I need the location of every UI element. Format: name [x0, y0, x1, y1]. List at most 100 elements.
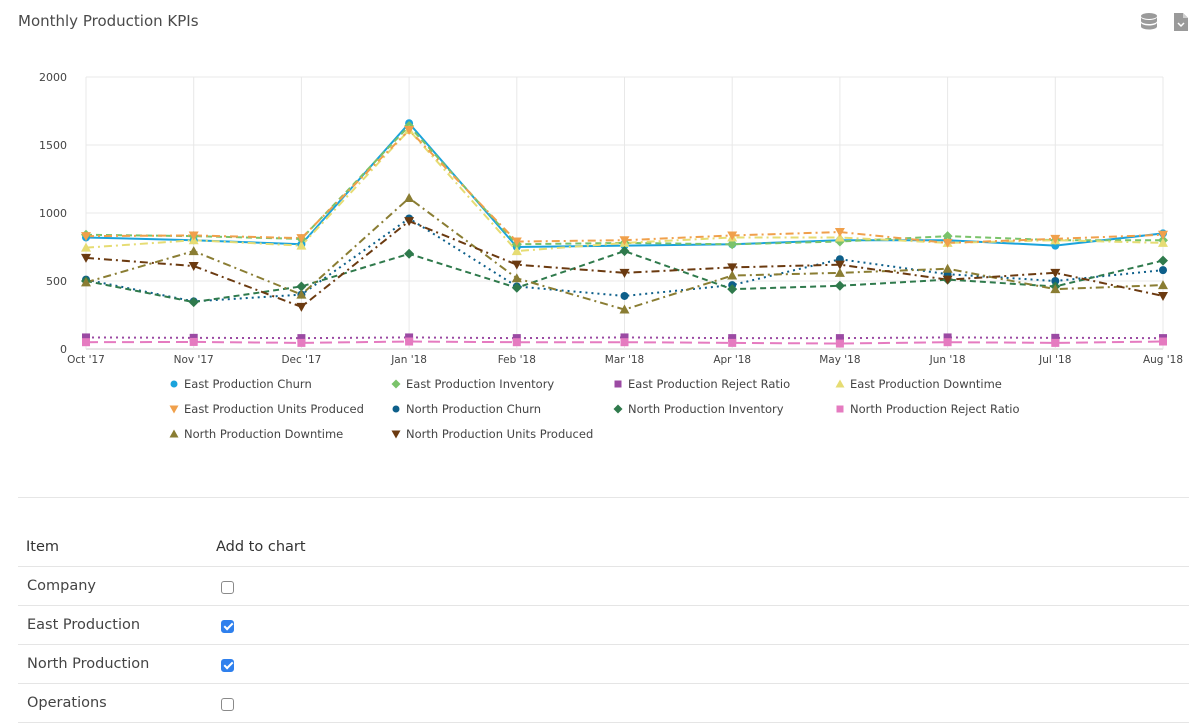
data-point	[81, 232, 91, 242]
legend-label: East Production Inventory	[406, 377, 554, 391]
legend-marker	[169, 405, 179, 414]
legend-marker	[170, 380, 178, 388]
data-point	[620, 291, 629, 300]
legend-label: East Production Reject Ratio	[628, 377, 790, 391]
x-tick-label: Dec '17	[281, 354, 321, 366]
x-tick-label: Nov '17	[174, 354, 214, 366]
add-to-chart-checkbox[interactable]	[221, 580, 234, 594]
data-point	[727, 231, 738, 241]
data-point	[296, 281, 307, 292]
data-point	[296, 240, 307, 250]
table-row: East Production	[18, 605, 1189, 645]
table-row: Operations	[18, 683, 1189, 723]
legend-marker	[392, 405, 400, 413]
data-point	[942, 275, 953, 285]
data-point	[942, 238, 953, 248]
data-point	[81, 242, 91, 252]
data-point	[834, 228, 845, 238]
data-point	[942, 263, 953, 273]
data-point	[943, 338, 952, 347]
data-point	[512, 334, 521, 343]
x-tick-label: Aug '18	[1143, 354, 1183, 366]
data-point	[834, 260, 845, 270]
legend-label: North Production Reject Ratio	[850, 402, 1020, 416]
data-point	[297, 338, 306, 347]
data-point	[727, 284, 738, 295]
row-label: North Production	[18, 644, 216, 684]
row-label: East Production	[18, 605, 216, 645]
data-point	[512, 338, 521, 347]
data-point	[81, 277, 91, 287]
data-point	[619, 246, 630, 257]
data-point	[188, 297, 199, 308]
series-table: Item Add to chart Company East Productio…	[18, 528, 1189, 723]
legend-marker	[614, 380, 622, 388]
data-point	[296, 289, 307, 299]
y-tick-label: 0	[60, 343, 67, 356]
data-point	[404, 217, 415, 227]
data-point	[1158, 255, 1168, 266]
x-tick-label: Jun '18	[929, 354, 966, 366]
data-point	[728, 338, 737, 347]
data-point	[835, 339, 844, 348]
data-point	[1159, 266, 1167, 275]
data-point	[404, 248, 415, 259]
x-tick-label: Apr '18	[713, 354, 751, 366]
data-point	[189, 337, 198, 346]
data-point	[188, 262, 199, 272]
add-to-chart-checkbox[interactable]	[221, 697, 234, 711]
divider	[18, 497, 1189, 498]
table-header-row: Item Add to chart	[18, 528, 1189, 567]
data-point	[727, 239, 738, 250]
add-to-chart-checkbox[interactable]	[221, 619, 234, 633]
data-point	[188, 246, 199, 256]
data-point	[1050, 268, 1061, 278]
y-tick-label: 1000	[39, 207, 67, 220]
data-point	[1159, 337, 1167, 346]
legend-label: East Production Units Produced	[184, 402, 364, 416]
page-title: Monthly Production KPIs	[18, 12, 199, 30]
data-point	[620, 333, 629, 342]
data-point	[82, 338, 90, 347]
y-tick-label: 500	[46, 275, 67, 288]
data-point	[296, 302, 307, 312]
data-point	[1050, 234, 1061, 244]
export-file-icon[interactable]	[1173, 12, 1189, 32]
toolbar	[1139, 12, 1189, 32]
data-point	[619, 236, 630, 246]
table-row: Company	[18, 566, 1189, 606]
data-point	[1051, 333, 1060, 342]
data-point	[404, 126, 415, 136]
data-point	[834, 267, 845, 277]
data-point	[405, 337, 414, 346]
data-point	[619, 304, 630, 314]
data-point	[1051, 338, 1060, 347]
series-line	[85, 220, 1164, 308]
x-tick-label: Jan '18	[390, 354, 427, 366]
line-chart: 0 500 1000 1500 2000 Oct '17 Nov '17 Dec '17 Ja…	[39, 71, 1183, 441]
legend-marker	[391, 430, 401, 439]
legend-label: North Production Inventory	[628, 402, 784, 416]
data-point	[620, 338, 629, 347]
y-tick-label: 1500	[39, 139, 67, 152]
legend-label: North Production Downtime	[184, 427, 343, 441]
table-row: North Production	[18, 644, 1189, 684]
data-point	[1158, 237, 1168, 247]
data-point	[297, 334, 306, 343]
data-point	[1051, 277, 1060, 285]
legend-label: East Production Churn	[184, 377, 312, 391]
x-tick-label: Mar '18	[605, 354, 644, 366]
data-point	[1158, 280, 1168, 290]
data-point	[1050, 284, 1061, 294]
data-point	[405, 333, 414, 342]
data-point	[511, 282, 522, 293]
x-tick-label: Feb '18	[498, 354, 536, 366]
legend-label: North Production Churn	[406, 402, 541, 416]
legend-marker	[836, 405, 844, 413]
data-point	[404, 193, 415, 203]
data-point	[511, 273, 522, 283]
legend-marker	[391, 379, 401, 389]
add-to-chart-checkbox[interactable]	[221, 658, 234, 672]
database-icon[interactable]	[1139, 12, 1159, 32]
data-point	[81, 253, 91, 263]
